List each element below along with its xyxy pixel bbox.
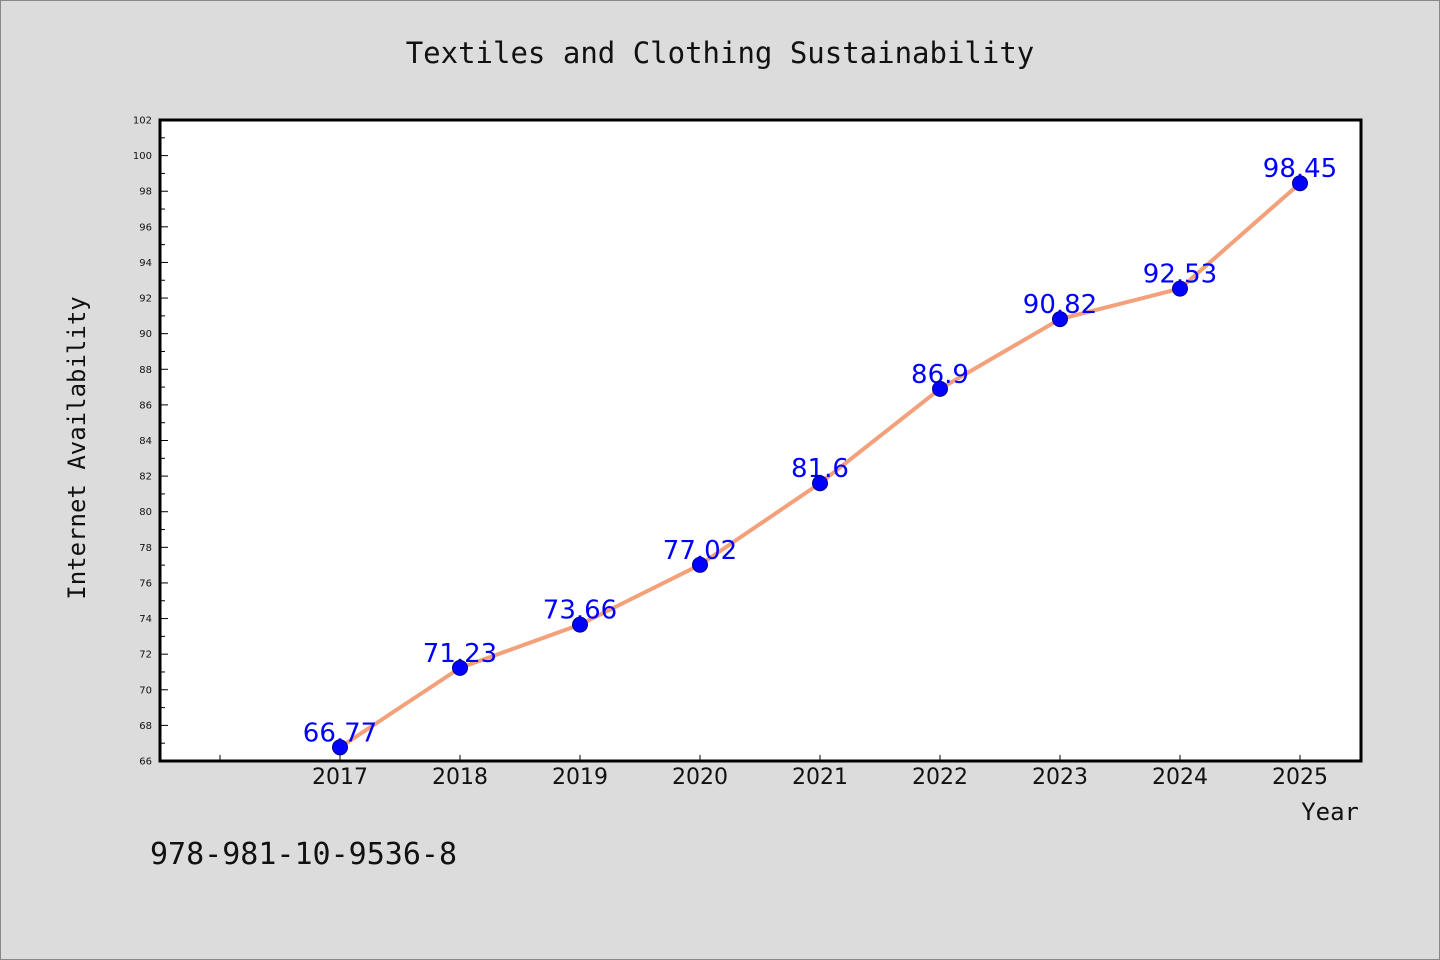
x-tick-label: 2022 xyxy=(912,765,968,790)
data-point xyxy=(452,659,468,676)
y-tick-label: 86 xyxy=(139,400,152,411)
x-axis-ticks: 2017 2018 2019 2020 2021 2022 2023 2024 2025 xyxy=(219,755,1328,790)
x-tick-label: 2019 xyxy=(552,765,608,790)
y-tick-label: 74 xyxy=(139,614,152,625)
chart-title: Textiles and Clothing Sustainability xyxy=(406,36,1035,70)
y-tick-label: 100 xyxy=(133,151,152,162)
plot-area xyxy=(158,118,1363,763)
y-tick-label: 72 xyxy=(139,650,152,661)
y-tick-label: 96 xyxy=(139,222,152,233)
data-point xyxy=(1292,175,1308,192)
y-tick-label: 80 xyxy=(139,507,152,518)
y-tick-label: 88 xyxy=(139,365,152,376)
y-axis-label: Internet Availability xyxy=(63,296,91,599)
y-tick-label: 70 xyxy=(139,685,152,696)
data-point xyxy=(1172,280,1188,297)
y-tick-label: 90 xyxy=(139,329,152,340)
data-point xyxy=(692,556,708,573)
y-tick-label: 68 xyxy=(139,721,152,732)
y-tick-label: 102 xyxy=(133,116,152,127)
y-tick-label: 76 xyxy=(139,578,152,589)
data-point xyxy=(932,380,948,397)
footer-text: 978-981-10-9536-8 xyxy=(150,837,457,872)
series-group: 66.7771.2373.6677.0281.686.990.8292.5398… xyxy=(303,154,1337,756)
x-tick-label: 2020 xyxy=(672,765,728,790)
x-tick-label: 2018 xyxy=(432,765,488,790)
y-tick-label: 82 xyxy=(139,472,152,483)
x-axis-label: Year xyxy=(1301,798,1359,826)
x-tick-label: 2021 xyxy=(792,765,848,790)
y-tick-label: 84 xyxy=(139,436,152,447)
y-tick-label: 66 xyxy=(139,757,152,768)
x-tick-label: 2023 xyxy=(1032,765,1088,790)
x-tick-label: 2025 xyxy=(1272,765,1328,790)
y-tick-label: 78 xyxy=(139,543,152,554)
data-point xyxy=(1052,311,1068,328)
y-tick-label: 92 xyxy=(139,294,152,305)
y-tick-label: 94 xyxy=(139,258,152,269)
y-tick-label: 98 xyxy=(139,187,152,198)
data-point xyxy=(332,739,348,756)
x-tick-label: 2017 xyxy=(312,765,368,790)
data-point xyxy=(812,475,828,492)
x-tick-label: 2024 xyxy=(1152,765,1208,790)
data-point xyxy=(572,616,588,633)
y-axis-ticks: 66 68 70 72 74 76 78 80 82 84 86 88 90 92 94 96 98 100 102 xyxy=(133,116,168,768)
